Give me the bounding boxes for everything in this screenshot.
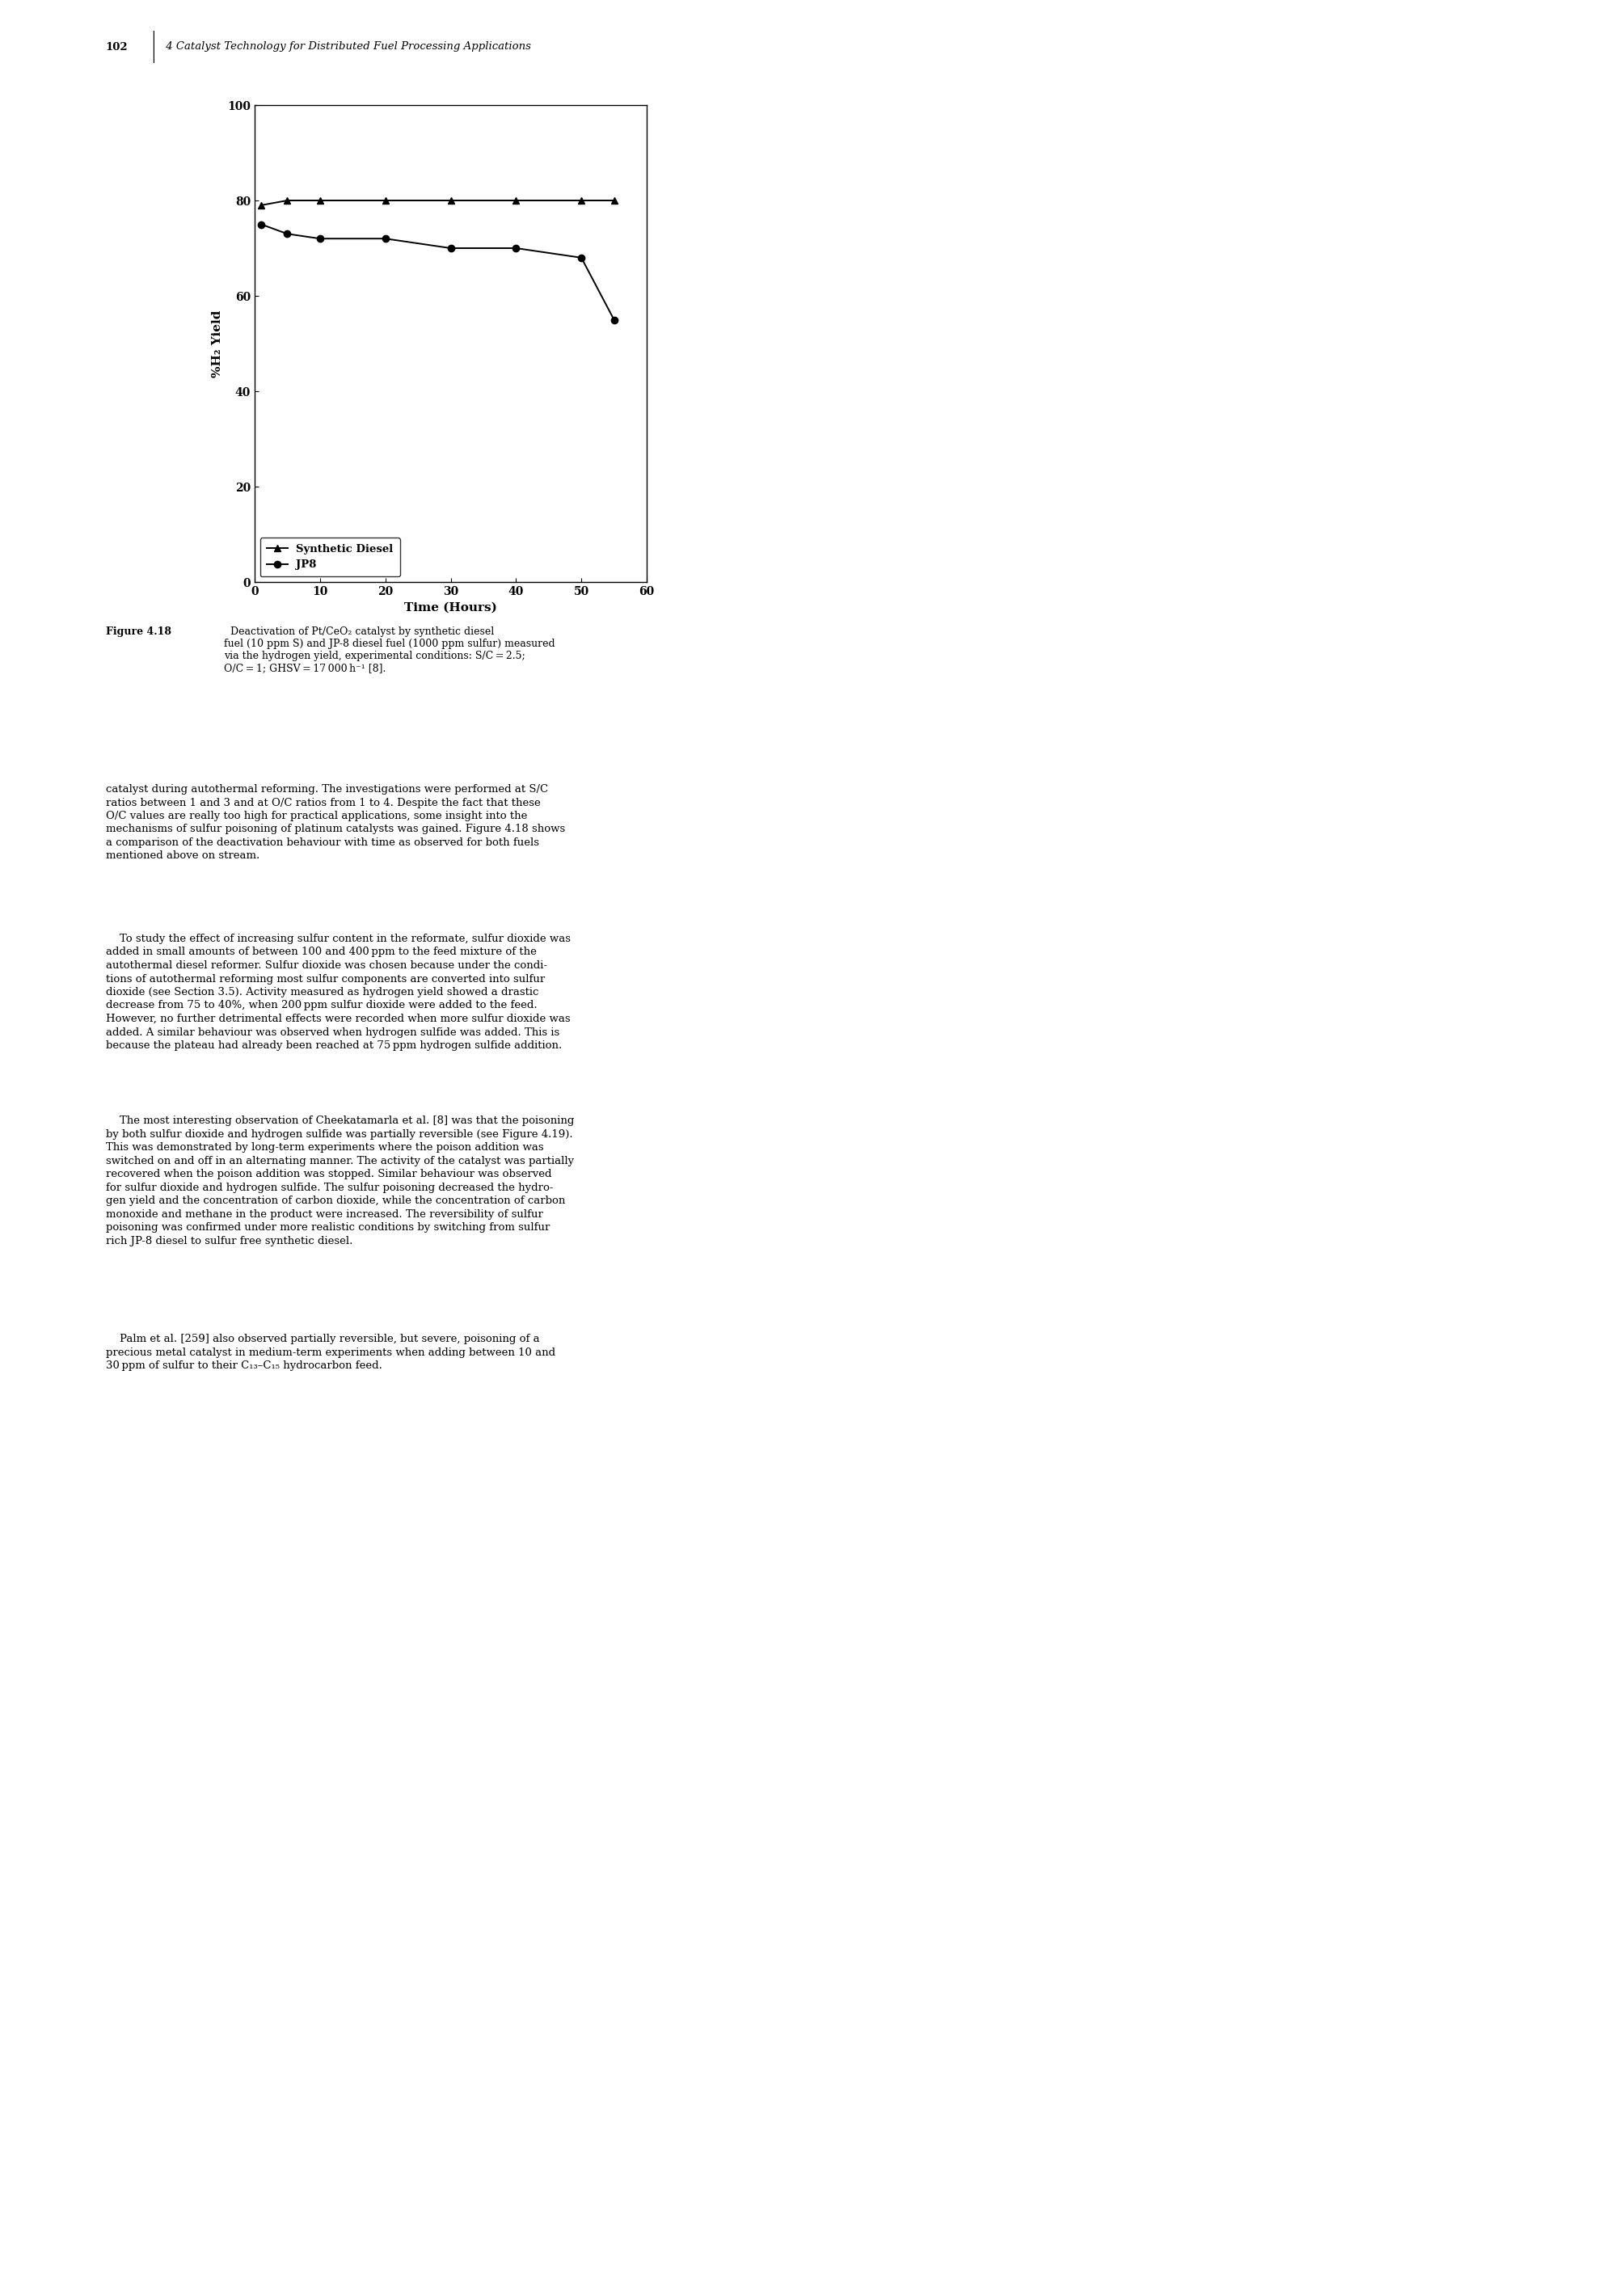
JP8 bbox=[442, 234, 461, 261]
Text: 102: 102 bbox=[106, 41, 128, 53]
Synthetic Diesel bbox=[310, 188, 330, 215]
Text: Palm et al. [259] also observed partially reversible, but severe, poisoning of a: Palm et al. [259] also observed partiall… bbox=[106, 1333, 555, 1372]
Text: Deactivation of Pt/CeO₂ catalyst by synthetic diesel
fuel (10 ppm S) and JP-8 di: Deactivation of Pt/CeO₂ catalyst by synt… bbox=[224, 627, 555, 673]
Text: The most interesting observation of Cheekatamarla et al. [8] was that the poison: The most interesting observation of Chee… bbox=[106, 1115, 573, 1246]
Text: Figure 4.18: Figure 4.18 bbox=[106, 627, 171, 637]
Synthetic Diesel bbox=[278, 188, 297, 215]
Text: catalyst during autothermal reforming. The investigations were performed at S/C
: catalyst during autothermal reforming. T… bbox=[106, 783, 565, 861]
X-axis label: Time (Hours): Time (Hours) bbox=[404, 602, 497, 614]
Y-axis label: %H₂ Yield: %H₂ Yield bbox=[211, 309, 222, 378]
Synthetic Diesel bbox=[375, 188, 395, 215]
Text: 4 Catalyst Technology for Distributed Fuel Processing Applications: 4 Catalyst Technology for Distributed Fu… bbox=[162, 41, 531, 53]
Synthetic Diesel bbox=[507, 188, 526, 215]
Synthetic Diesel bbox=[252, 192, 271, 220]
Synthetic Diesel bbox=[572, 188, 591, 215]
JP8 bbox=[252, 211, 271, 238]
Synthetic Diesel bbox=[442, 188, 461, 215]
JP8 bbox=[572, 245, 591, 273]
Line: Synthetic Diesel: Synthetic Diesel bbox=[258, 197, 617, 208]
JP8 bbox=[310, 224, 330, 252]
Synthetic Diesel bbox=[604, 188, 624, 215]
Legend: Synthetic Diesel, JP8: Synthetic Diesel, JP8 bbox=[260, 538, 400, 577]
Line: JP8: JP8 bbox=[258, 220, 617, 323]
Text: To study the effect of increasing sulfur content in the reformate, sulfur dioxid: To study the effect of increasing sulfur… bbox=[106, 934, 570, 1051]
JP8 bbox=[375, 224, 395, 252]
JP8 bbox=[604, 307, 624, 334]
JP8 bbox=[507, 234, 526, 261]
JP8 bbox=[278, 220, 297, 247]
